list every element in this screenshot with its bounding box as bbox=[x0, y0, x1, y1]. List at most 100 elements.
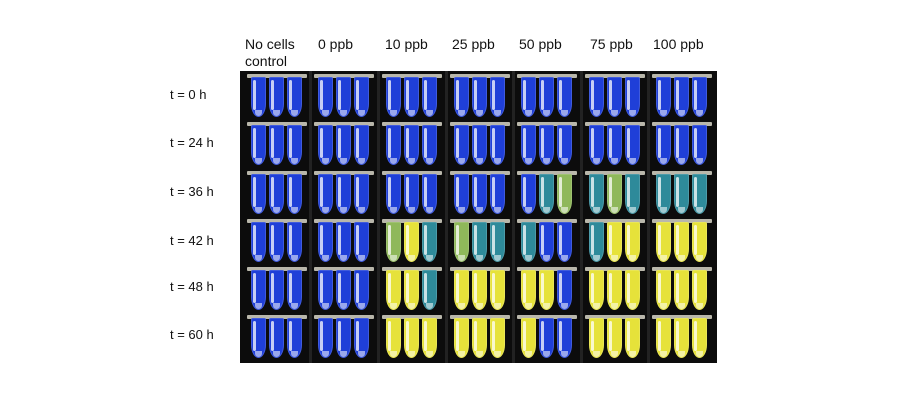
tube-rack-rim bbox=[314, 219, 374, 223]
tube-glare bbox=[406, 225, 409, 255]
column-header-line1: 50 ppb bbox=[519, 36, 562, 52]
tube-tip bbox=[291, 351, 298, 357]
tube-blue bbox=[656, 77, 671, 117]
tube-tip bbox=[273, 351, 280, 357]
tube-cell bbox=[245, 266, 309, 312]
tube-tip bbox=[426, 207, 433, 213]
tube-glare bbox=[356, 225, 359, 255]
tube-glare bbox=[253, 225, 256, 255]
tube-glare bbox=[609, 80, 612, 110]
tube-glare bbox=[609, 321, 612, 351]
tube-rack-rim bbox=[517, 171, 577, 175]
tube-tip bbox=[458, 303, 465, 309]
tube-blue bbox=[422, 125, 437, 165]
tube-glare bbox=[559, 273, 562, 303]
tube-photo-panel bbox=[240, 71, 717, 363]
tube-cell bbox=[245, 170, 309, 216]
tube-blue bbox=[386, 77, 401, 117]
tube-rack-rim bbox=[450, 267, 510, 271]
tube-cell bbox=[312, 218, 376, 264]
tube-tip bbox=[322, 158, 329, 164]
tube-blue bbox=[490, 174, 505, 214]
tube-yellow bbox=[404, 222, 419, 262]
tube-rack-rim bbox=[314, 74, 374, 78]
tube-tip bbox=[408, 351, 415, 357]
tube-tip bbox=[678, 158, 685, 164]
tube-glare bbox=[474, 80, 477, 110]
tube-tip bbox=[458, 351, 465, 357]
tube-glare bbox=[676, 80, 679, 110]
tube-yellow bbox=[589, 270, 604, 310]
tube-glare bbox=[541, 225, 544, 255]
tube-tip bbox=[340, 158, 347, 164]
tube-blue bbox=[251, 222, 266, 262]
tube-tip bbox=[476, 158, 483, 164]
tube-cell bbox=[245, 121, 309, 167]
tube-blue bbox=[251, 318, 266, 358]
tube-cell bbox=[650, 218, 714, 264]
tube-glare bbox=[627, 128, 630, 158]
tube-blue bbox=[386, 125, 401, 165]
tube-glare bbox=[289, 80, 292, 110]
tube-glare bbox=[694, 128, 697, 158]
tube-glare bbox=[591, 321, 594, 351]
tube-glare bbox=[320, 177, 323, 207]
tube-blue bbox=[539, 318, 554, 358]
tube-glare bbox=[658, 321, 661, 351]
tube-rack-rim bbox=[450, 315, 510, 319]
tube-blue bbox=[490, 125, 505, 165]
tube-cell bbox=[448, 73, 512, 119]
tube-yellow bbox=[404, 270, 419, 310]
tube-tip bbox=[660, 303, 667, 309]
tube-glare bbox=[406, 80, 409, 110]
tube-tip bbox=[525, 351, 532, 357]
tube-blue bbox=[557, 125, 572, 165]
tube-blue bbox=[287, 222, 302, 262]
tube-glare bbox=[492, 225, 495, 255]
tube-glare bbox=[271, 225, 274, 255]
tube-rack-rim bbox=[314, 122, 374, 126]
tube-tip bbox=[678, 255, 685, 261]
tube-tip bbox=[476, 303, 483, 309]
tube-teal bbox=[625, 174, 640, 214]
tube-tip bbox=[543, 158, 550, 164]
tube-blue bbox=[589, 77, 604, 117]
tube-tip bbox=[561, 351, 568, 357]
tube-glare bbox=[609, 225, 612, 255]
tube-tip bbox=[494, 110, 501, 116]
tube-rack-rim bbox=[382, 171, 442, 175]
tube-tip bbox=[660, 110, 667, 116]
tube-rack-rim bbox=[382, 219, 442, 223]
tube-blue bbox=[354, 318, 369, 358]
tube-tip bbox=[543, 110, 550, 116]
tube-blue bbox=[422, 77, 437, 117]
tube-tip bbox=[561, 255, 568, 261]
tube-tip bbox=[358, 207, 365, 213]
tube-tip bbox=[358, 110, 365, 116]
tube-glare bbox=[356, 80, 359, 110]
tube-yellow bbox=[521, 318, 536, 358]
tube-tip bbox=[390, 110, 397, 116]
tube-teal bbox=[521, 222, 536, 262]
tube-tip bbox=[696, 255, 703, 261]
tube-blue bbox=[318, 174, 333, 214]
tube-rack-rim bbox=[585, 74, 645, 78]
tube-yellow bbox=[539, 270, 554, 310]
tube-glare bbox=[676, 128, 679, 158]
tube-rack-rim bbox=[247, 171, 307, 175]
tube-glare bbox=[320, 321, 323, 351]
panel-divider bbox=[309, 71, 312, 363]
tube-blue bbox=[692, 77, 707, 117]
tube-glare bbox=[591, 177, 594, 207]
tube-tip bbox=[458, 255, 465, 261]
tube-yellow bbox=[472, 270, 487, 310]
tube-tip bbox=[408, 303, 415, 309]
tube-tip bbox=[593, 110, 600, 116]
tube-glare bbox=[559, 80, 562, 110]
tube-glare bbox=[694, 177, 697, 207]
tube-tip bbox=[476, 207, 483, 213]
tube-tip bbox=[426, 110, 433, 116]
tube-glare bbox=[424, 80, 427, 110]
tube-rack-rim bbox=[450, 74, 510, 78]
